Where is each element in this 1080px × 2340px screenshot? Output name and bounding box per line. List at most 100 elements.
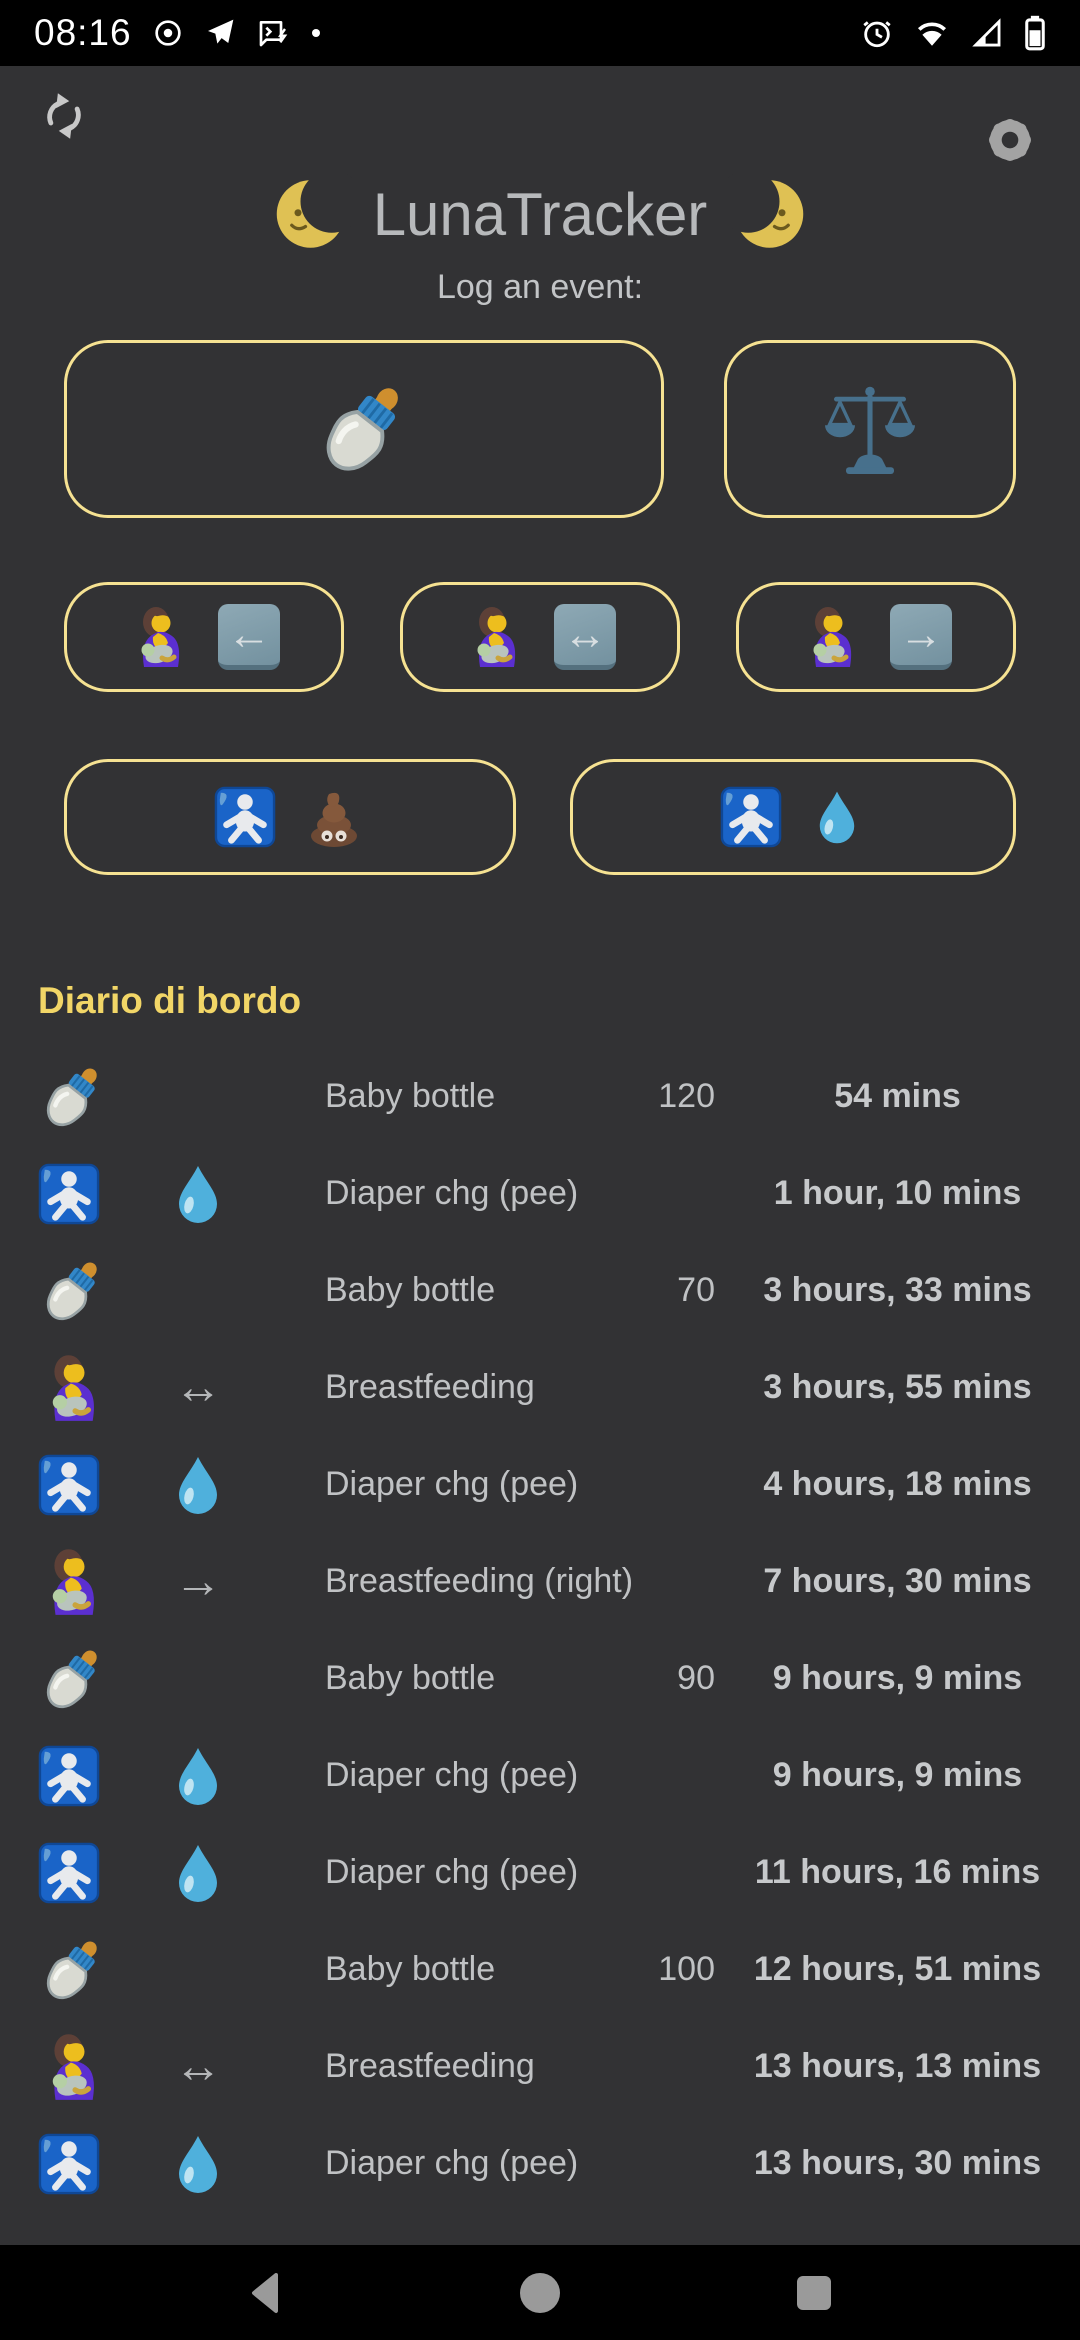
event-button-row-1: [64, 340, 1016, 518]
status-bar-left: 08:16: [34, 12, 322, 54]
log-row-label: Baby bottle: [325, 1949, 496, 1988]
battery-icon: [1024, 15, 1046, 51]
diaper-poo-button[interactable]: [64, 759, 516, 875]
droplet-icon: [808, 788, 866, 846]
log-row-time: 3 hours, 33 mins: [763, 1271, 1032, 1310]
recents-icon: [791, 2270, 837, 2316]
record-icon: [152, 17, 184, 49]
log-row-label: Breastfeeding: [325, 2046, 535, 2085]
droplet-icon: [128, 2132, 268, 2196]
log-row-label: Breastfeeding (right): [325, 1561, 634, 1600]
log-row-time: 1 hour, 10 mins: [773, 1174, 1022, 1213]
log-bottle-button[interactable]: [64, 340, 664, 518]
breastfeed-right-button[interactable]: →: [736, 582, 1016, 692]
breastfeeding-icon: [800, 605, 864, 669]
log-row[interactable]: Diaper chg (pee) 9 hours, 9 mins: [0, 1727, 1080, 1824]
log-row-label: Diaper chg (pee): [325, 2143, 579, 2182]
breastfeeding-icon: [38, 1547, 128, 1617]
log-row[interactable]: Baby bottle 90 9 hours, 9 mins: [0, 1630, 1080, 1727]
event-button-row-2: ← ↔ →: [64, 582, 1016, 692]
log-row[interactable]: Baby bottle 100 12 hours, 51 mins: [0, 1921, 1080, 2018]
back-button[interactable]: [243, 2270, 289, 2316]
bottle-icon: [314, 379, 414, 479]
app-body: LunaTracker Log an event: ← ↔ →: [0, 66, 1080, 2245]
baby-sign-icon: [38, 1745, 128, 1807]
arrow-left-icon: ←: [218, 604, 280, 670]
log-row-label: Diaper chg (pee): [325, 1464, 579, 1503]
navigation-bar: [0, 2245, 1080, 2340]
breastfeeding-icon: [38, 1353, 128, 1423]
log-row[interactable]: Baby bottle 70 3 hours, 33 mins: [0, 1242, 1080, 1339]
log-row-time: 9 hours, 9 mins: [772, 1756, 1023, 1795]
breastfeed-left-button[interactable]: ←: [64, 582, 344, 692]
home-icon: [517, 2270, 563, 2316]
log-row-label: Baby bottle: [325, 1658, 496, 1697]
moon-left-icon: [273, 174, 353, 254]
log-list: Baby bottle 120 54 mins Diaper chg (pee) 1 h…: [0, 1048, 1080, 2212]
log-row-time: 11 hours, 16 mins: [754, 1853, 1041, 1892]
log-heading: Diario di bordo: [38, 980, 302, 1021]
wifi-icon: [914, 16, 950, 50]
baby-sign-icon: [720, 786, 782, 848]
notification-dot-icon: [310, 27, 322, 39]
settings-button[interactable]: [982, 112, 1038, 168]
droplet-icon: [128, 1453, 268, 1517]
log-row[interactable]: Diaper chg (pee) 4 hours, 18 mins: [0, 1436, 1080, 1533]
baby-sign-icon: [38, 1454, 128, 1516]
status-bar: 08:16: [0, 0, 1080, 66]
baby-sign-icon: [38, 2133, 128, 2195]
droplet-icon: [128, 1841, 268, 1905]
baby-sign-icon: [38, 1163, 128, 1225]
log-row-time: 7 hours, 30 mins: [763, 1562, 1032, 1601]
arrow-both-icon: ↔: [554, 604, 616, 670]
log-row-time: 4 hours, 18 mins: [763, 1465, 1032, 1504]
alarm-icon: [860, 16, 894, 50]
log-row-label: Baby bottle: [325, 1076, 496, 1115]
breastfeeding-icon: [38, 2032, 128, 2102]
log-row-amount: 100: [658, 1950, 715, 1988]
droplet-icon: [128, 1162, 268, 1226]
status-time: 08:16: [34, 12, 132, 53]
diaper-pee-button[interactable]: [570, 759, 1016, 875]
bottle-icon: [38, 1256, 128, 1326]
log-weight-button[interactable]: [724, 340, 1016, 518]
log-row-label: Breastfeeding: [325, 1367, 535, 1406]
log-row-time: 13 hours, 30 mins: [753, 2144, 1042, 2183]
bottle-icon: [38, 1935, 128, 2005]
bottle-icon: [38, 1062, 128, 1132]
refresh-icon: [36, 88, 92, 144]
back-icon: [243, 2270, 289, 2316]
recents-button[interactable]: [791, 2270, 837, 2316]
moon-right-icon: [727, 174, 807, 254]
signal-icon: [970, 16, 1004, 50]
sms-icon: [256, 17, 290, 49]
log-row[interactable]: Diaper chg (pee) 1 hour, 10 mins: [0, 1145, 1080, 1242]
telegram-icon: [204, 17, 236, 49]
refresh-button[interactable]: [36, 88, 92, 144]
poop-icon: [302, 785, 366, 849]
log-row-time: 12 hours, 51 mins: [753, 1950, 1042, 1989]
log-row[interactable]: Diaper chg (pee) 11 hours, 16 mins: [0, 1824, 1080, 1921]
log-event-subtitle: Log an event:: [436, 268, 644, 306]
log-row[interactable]: Diaper chg (pee) 13 hours, 30 mins: [0, 2115, 1080, 2212]
arrow-right-icon: →: [174, 1555, 222, 1608]
log-row-time: 13 hours, 13 mins: [753, 2047, 1042, 2086]
log-row[interactable]: ↔ Breastfeeding 3 hours, 55 mins: [0, 1339, 1080, 1436]
log-row-amount: 70: [677, 1271, 715, 1309]
log-row-time: 9 hours, 9 mins: [772, 1659, 1023, 1698]
log-row[interactable]: → Breastfeeding (right) 7 hours, 30 mins: [0, 1533, 1080, 1630]
arrow-right-icon: →: [890, 604, 952, 670]
baby-sign-icon: [214, 786, 276, 848]
app-title: LunaTracker: [372, 180, 708, 248]
log-row[interactable]: ↔ Breastfeeding 13 hours, 13 mins: [0, 2018, 1080, 2115]
breastfeed-both-button[interactable]: ↔: [400, 582, 680, 692]
home-button[interactable]: [517, 2270, 563, 2316]
log-row-amount: 120: [658, 1077, 715, 1115]
log-row-label: Baby bottle: [325, 1270, 496, 1309]
page-title: LunaTracker: [0, 172, 1080, 256]
breastfeeding-icon: [464, 605, 528, 669]
log-row[interactable]: Baby bottle 120 54 mins: [0, 1048, 1080, 1145]
event-button-row-3: [64, 759, 1016, 875]
arrow-both-icon: ↔: [174, 2040, 222, 2093]
